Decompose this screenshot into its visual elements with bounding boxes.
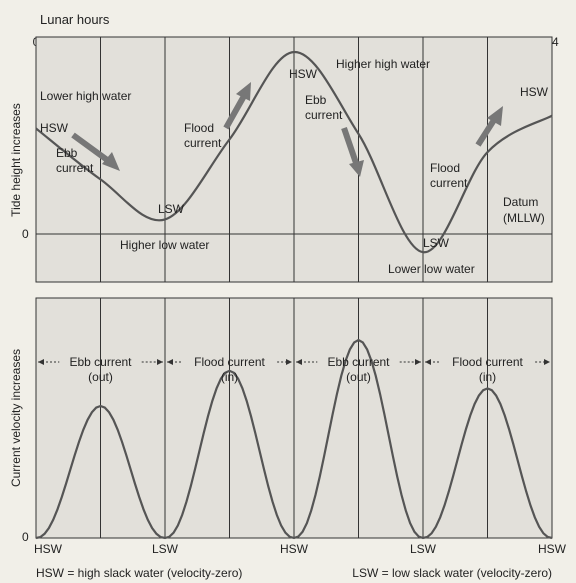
label-datum-mllw: (MLLW) <box>503 211 545 225</box>
segment-current-name: Ebb current <box>69 355 132 369</box>
tide-curve <box>35 50 553 254</box>
segment-current-name: Flood current <box>452 355 523 369</box>
label-higher-low-water: Higher low water <box>120 238 209 252</box>
segment-arrowhead-left <box>38 359 44 365</box>
label-lsw-2: LSW <box>423 236 450 250</box>
label-hsw-left: HSW <box>40 121 69 135</box>
segment-arrowhead-right <box>286 359 292 365</box>
footer-lsw-definition: LSW = low slack water (velocity-zero) <box>352 566 552 580</box>
current-segment-labels: Ebb current(out)Flood current(in)Ebb cur… <box>38 355 550 384</box>
segment-arrowhead-left <box>167 359 173 365</box>
flood-arrow-2 <box>475 106 503 147</box>
ebb-arrow-2 <box>341 127 364 177</box>
label-datum: Datum <box>503 195 538 209</box>
segment-arrowhead-left <box>425 359 431 365</box>
velocity-panel-grid <box>100 298 488 538</box>
slack-label: LSW <box>152 542 179 556</box>
segment-label: Ebb current(out) <box>296 355 421 384</box>
segment-arrowhead-right <box>415 359 421 365</box>
label-ebb-current-2b: current <box>305 108 343 122</box>
velocity-zero-label: 0 <box>22 530 29 544</box>
segment-direction: (in) <box>221 370 238 384</box>
ebb-arrow-1 <box>71 132 120 171</box>
slack-label: HSW <box>280 542 309 556</box>
segment-current-name: Flood current <box>194 355 265 369</box>
slack-label: HSW <box>34 542 63 556</box>
segment-label: Flood current(in) <box>167 355 292 384</box>
velocity-y-axis-label: Current velocity increases <box>9 349 23 487</box>
tide-zero-label: 0 <box>22 227 29 241</box>
segment-current-name: Ebb current <box>327 355 390 369</box>
lunar-hours-title: Lunar hours <box>40 12 110 27</box>
tide-panel-grid <box>100 37 488 282</box>
segment-direction: (out) <box>346 370 371 384</box>
velocity-curve <box>35 338 553 540</box>
label-ebb-current-2a: Ebb <box>305 93 327 107</box>
label-ebb-current-1a: Ebb <box>56 146 78 160</box>
segment-direction: (in) <box>479 370 496 384</box>
label-flood-current-2b: current <box>430 176 468 190</box>
label-lower-low-water: Lower low water <box>388 262 475 276</box>
label-ebb-current-1b: current <box>56 161 94 175</box>
label-flood-current-1b: current <box>184 136 222 150</box>
label-hsw-mid: HSW <box>289 67 318 81</box>
label-lsw-1: LSW <box>158 202 185 216</box>
label-higher-high-water: Higher high water <box>336 57 430 71</box>
label-flood-current-1a: Flood <box>184 121 214 135</box>
slack-label: HSW <box>538 542 567 556</box>
segment-label: Flood current(in) <box>425 355 550 384</box>
footer-hsw-definition: HSW = high slack water (velocity-zero) <box>36 566 242 580</box>
tide-y-axis-label: Tide height increases <box>9 103 23 217</box>
slack-label: LSW <box>410 542 437 556</box>
flood-arrow-1 <box>223 82 251 130</box>
label-lower-high-water: Lower high water <box>40 89 131 103</box>
segment-direction: (out) <box>88 370 113 384</box>
current-arrows <box>71 82 503 177</box>
slack-water-labels: HSW LSW HSW LSW HSW <box>34 542 567 556</box>
label-flood-current-2a: Flood <box>430 161 460 175</box>
label-hsw-right: HSW <box>520 85 549 99</box>
segment-arrowhead-left <box>296 359 302 365</box>
segment-arrowhead-right <box>157 359 163 365</box>
segment-label: Ebb current(out) <box>38 355 163 384</box>
segment-arrowhead-right <box>544 359 550 365</box>
